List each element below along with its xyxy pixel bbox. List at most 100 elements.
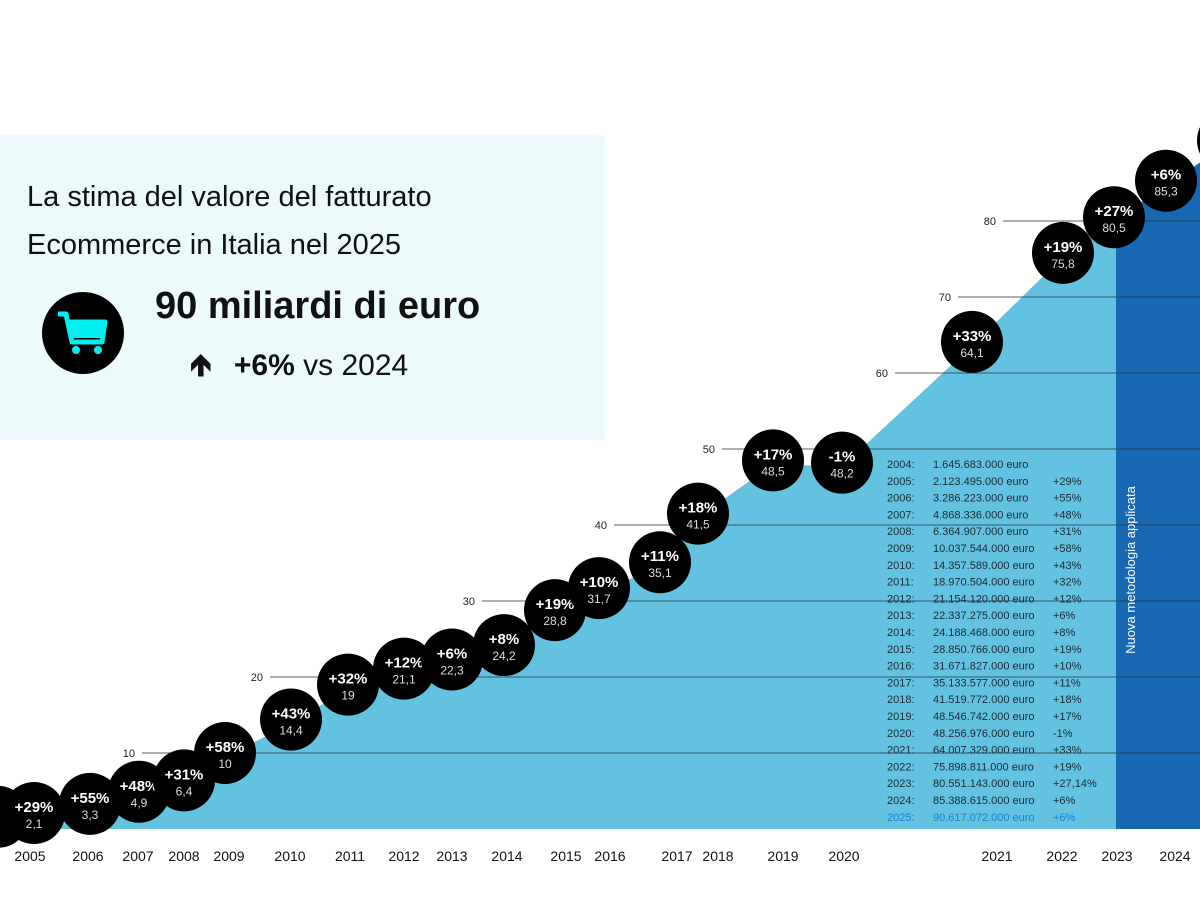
table-year: 2022: xyxy=(887,761,915,773)
table-row: 2019: 48.546.742.000 euro +17% xyxy=(887,711,1082,723)
table-year: 2019: xyxy=(887,711,915,723)
x-tick-label: 2023 xyxy=(1101,848,1132,864)
table-value: 14.357.589.000 euro xyxy=(933,560,1035,572)
data-bubble xyxy=(1197,127,1200,154)
table-row: 2015: 28.850.766.000 euro +19% xyxy=(887,644,1082,656)
table-value: 22.337.275.000 euro xyxy=(933,610,1035,622)
bubble-growth-label: +18% xyxy=(679,500,718,517)
bubble-value-label: 2,1 xyxy=(26,817,43,831)
bubble-growth-label: +33% xyxy=(953,328,992,345)
data-bubble: +33%64,1 xyxy=(941,310,1003,373)
bubble-growth-label: +43% xyxy=(272,706,311,723)
x-tick-label: 2006 xyxy=(72,848,103,864)
data-bubble: -1%48,2 xyxy=(811,431,873,494)
data-bubble: +32%19 xyxy=(317,653,379,716)
data-bubble: +55%3,3 xyxy=(59,772,121,835)
bubble-growth-label: +11% xyxy=(641,548,679,565)
bubble-circle xyxy=(667,482,729,545)
bubble-circle xyxy=(1083,186,1145,249)
table-growth: -1% xyxy=(1053,728,1073,740)
x-tick-label: 2021 xyxy=(981,848,1012,864)
bubble-growth-label: +32% xyxy=(329,671,368,688)
bubble-value-label: 35,1 xyxy=(648,566,672,580)
bubble-circle xyxy=(473,614,535,677)
bubble-growth-label: +12% xyxy=(385,655,424,672)
bubble-growth-label: +6% xyxy=(1151,167,1181,184)
table-growth: +18% xyxy=(1053,694,1082,706)
table-row: 2022: 75.898.811.000 euro +19% xyxy=(887,761,1082,773)
table-value: 6.364.907.000 euro xyxy=(933,526,1028,538)
y-tick-label: 60 xyxy=(876,368,888,380)
bubble-value-label: 41,5 xyxy=(686,518,710,532)
data-bubble: +6%85,3 xyxy=(1135,149,1197,212)
x-tick-label: 2013 xyxy=(436,848,467,864)
table-year: 2017: xyxy=(887,677,915,689)
summary-box: La stima del valore del fatturato Ecomme… xyxy=(0,135,605,440)
table-year: 2006: xyxy=(887,493,915,505)
table-value: 75.898.811.000 euro xyxy=(933,761,1034,773)
comparison-label: vs 2024 xyxy=(303,349,409,382)
table-year: 2014: xyxy=(887,627,915,639)
table-growth: +48% xyxy=(1053,509,1082,521)
bubble-circle xyxy=(317,653,379,716)
data-bubble: +29%2,1 xyxy=(3,782,65,845)
table-growth: +8% xyxy=(1053,627,1076,639)
bubble-circle xyxy=(194,722,256,784)
bubble-value-label: 6,4 xyxy=(176,784,193,798)
table-growth: +29% xyxy=(1053,476,1082,488)
bubble-circle xyxy=(811,431,873,494)
x-tick-label: 2016 xyxy=(594,848,625,864)
y-tick-label: 50 xyxy=(703,444,715,456)
bubble-value-label: 31,7 xyxy=(587,592,611,606)
bubble-circle xyxy=(260,688,322,751)
x-tick-label: 2012 xyxy=(388,848,419,864)
bubble-circle xyxy=(629,531,691,594)
table-row: 2020: 48.256.976.000 euro -1% xyxy=(887,728,1073,740)
x-tick-label: 2015 xyxy=(550,848,581,864)
table-growth: +31% xyxy=(1053,526,1082,538)
table-year: 2005: xyxy=(887,476,915,488)
bubble-circle xyxy=(421,628,483,691)
bubble-growth-label: +58% xyxy=(206,739,245,756)
table-row: 2008: 6.364.907.000 euro +31% xyxy=(887,526,1082,538)
table-growth: +12% xyxy=(1053,593,1082,605)
bubble-value-label: 48,5 xyxy=(761,464,785,478)
table-row: 2011: 18.970.504.000 euro +32% xyxy=(887,577,1082,589)
data-bubble: +19%75,8 xyxy=(1032,221,1094,284)
table-growth: +17% xyxy=(1053,711,1082,723)
table-value: 1.645.683.000 euro xyxy=(933,459,1028,471)
table-year: 2023: xyxy=(887,778,915,790)
table-value: 85.388.615.000 euro xyxy=(933,795,1035,807)
data-bubble: +18%41,5 xyxy=(667,482,729,545)
y-tick-label: 70 xyxy=(939,292,951,304)
table-row: 2016: 31.671.827.000 euro +10% xyxy=(887,661,1082,673)
y-tick-label: 20 xyxy=(251,672,263,684)
x-tick-label: 2022 xyxy=(1046,848,1077,864)
table-value: 31.671.827.000 euro xyxy=(933,661,1035,673)
table-row: 2018: 41.519.772.000 euro +18% xyxy=(887,694,1082,706)
table-growth: +33% xyxy=(1053,745,1082,757)
growth-comparison: 🡹 +6% vs 2024 xyxy=(190,343,408,394)
bubble-circle xyxy=(1032,221,1094,284)
data-bubble: +10%31,7 xyxy=(568,557,630,620)
x-tick-label: 2024 xyxy=(1159,848,1190,864)
table-growth: +27,14% xyxy=(1053,778,1097,790)
data-bubble: +6%22,3 xyxy=(421,628,483,691)
table-growth: +11% xyxy=(1053,677,1081,689)
bubble-growth-label: +19% xyxy=(536,596,575,613)
table-growth: +43% xyxy=(1053,560,1082,572)
table-value: 4.868.336.000 euro xyxy=(933,509,1028,521)
summary-title: La stima del valore del fatturato Ecomme… xyxy=(27,181,432,261)
bubble-growth-label: +55% xyxy=(71,790,110,807)
table-row: 2013: 22.337.275.000 euro +6% xyxy=(887,610,1076,622)
table-value: 3.286.223.000 euro xyxy=(933,493,1028,505)
table-value: 90.617.072.000 euro xyxy=(933,812,1035,824)
table-value: 2.123.495.000 euro xyxy=(933,476,1028,488)
bubble-circle xyxy=(373,637,435,700)
table-year: 2009: xyxy=(887,543,915,555)
area-series xyxy=(0,162,1200,829)
x-tick-label: 2017 xyxy=(661,848,692,864)
table-row: 2010: 14.357.589.000 euro +43% xyxy=(887,560,1082,572)
table-row: 2017: 35.133.577.000 euro +11% xyxy=(887,677,1081,689)
data-bubble: +17%48,5 xyxy=(742,429,804,492)
